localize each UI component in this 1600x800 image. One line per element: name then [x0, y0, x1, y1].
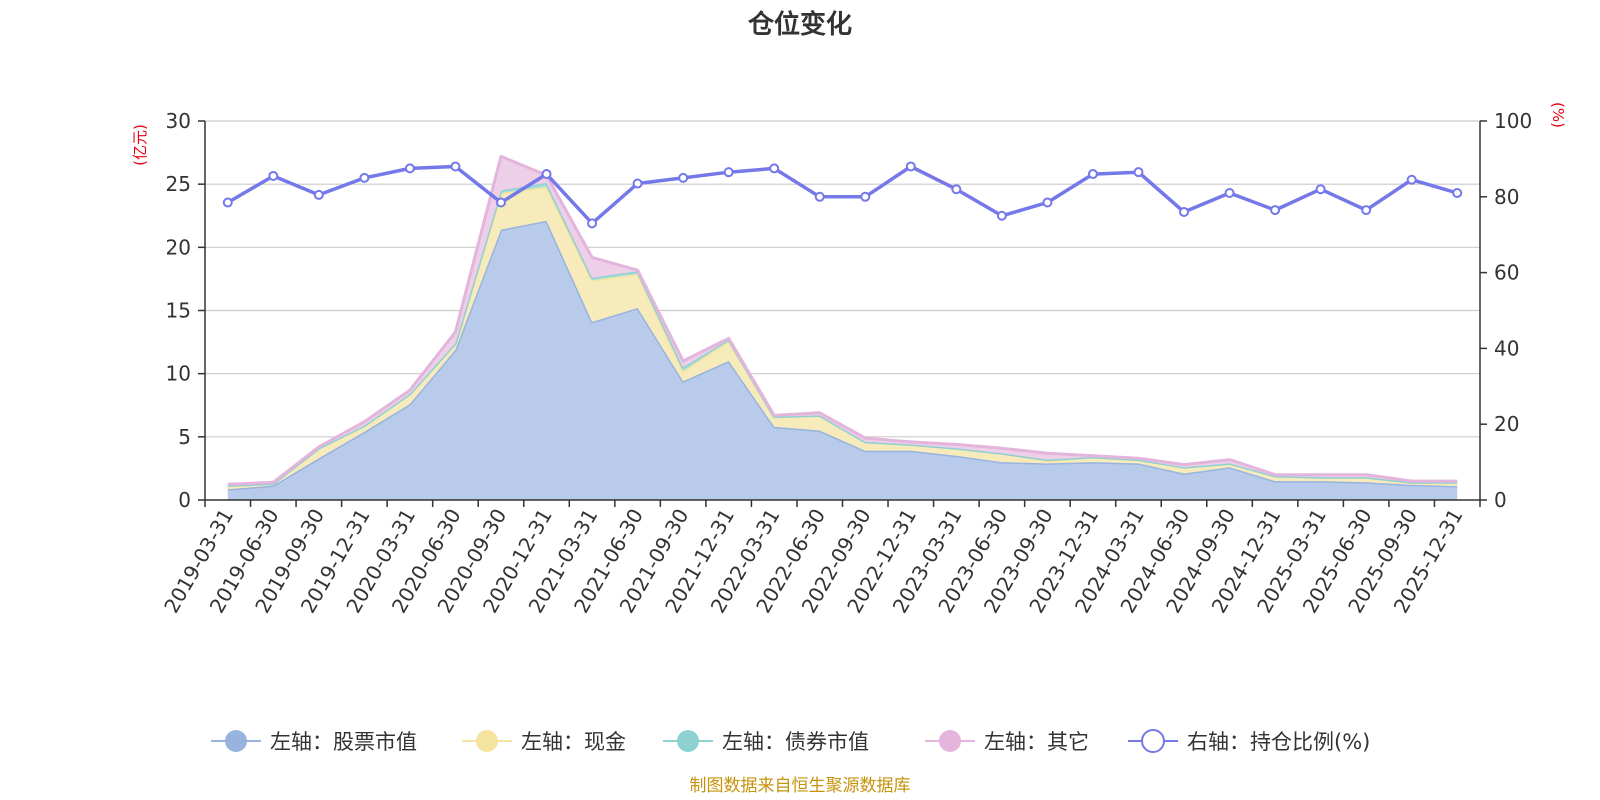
right-tick-label-5: 100 — [1494, 109, 1532, 133]
left-tick-label-6: 30 — [166, 109, 191, 133]
left-tick-label-5: 25 — [166, 172, 191, 196]
left-tick-label-4: 20 — [166, 235, 191, 259]
ratio-point-6 — [495, 197, 506, 208]
legend-label-0: 左轴：股票市值 — [270, 730, 417, 754]
legend-marker-icon-3 — [939, 730, 961, 752]
ratio-point-0 — [222, 197, 233, 208]
legend-item-4[interactable]: 右轴：持仓比例(%) — [1128, 729, 1370, 754]
legend-label-4: 右轴：持仓比例(%) — [1187, 730, 1370, 754]
area-fill-series-0 — [227, 220, 1458, 501]
grid-lines — [205, 120, 1480, 438]
ratio-point-19 — [1087, 169, 1098, 180]
right-tick-label-1: 20 — [1494, 412, 1519, 436]
legend-label-3: 左轴：其它 — [984, 730, 1089, 754]
ratio-point-4 — [404, 163, 415, 174]
left-axis-unit: (亿元) — [131, 124, 149, 166]
ratio-point-16 — [951, 184, 962, 195]
right-axis-unit: (%) — [1549, 102, 1567, 128]
ratio-point-12 — [769, 163, 780, 174]
ratio-point-22 — [1224, 188, 1235, 199]
legend-marker-icon-1 — [476, 730, 498, 752]
left-tick-label-2: 10 — [166, 362, 191, 386]
ratio-point-1 — [268, 170, 279, 181]
legend-item-1[interactable]: 左轴：现金 — [462, 730, 626, 754]
legend-item-2[interactable]: 左轴：债券市值 — [663, 730, 869, 754]
right-tick-label-0: 0 — [1494, 488, 1507, 512]
right-tick-label-4: 80 — [1494, 185, 1519, 209]
area-line-series-3 — [227, 154, 1458, 486]
ratio-point-27 — [1452, 188, 1463, 199]
ratio-point-7 — [541, 169, 552, 180]
legend-marker-icon-0 — [225, 730, 247, 752]
legend-item-3[interactable]: 左轴：其它 — [925, 730, 1089, 754]
axes: 0510152025300204060801002019-03-312019-0… — [159, 109, 1532, 617]
ratio-point-17 — [996, 210, 1007, 221]
left-tick-label-0: 0 — [178, 488, 191, 512]
ratio-point-10 — [678, 172, 689, 183]
right-tick-label-2: 40 — [1494, 336, 1519, 360]
legend-item-0[interactable]: 左轴：股票市值 — [211, 730, 417, 754]
ratio-point-20 — [1133, 167, 1144, 178]
ratio-point-3 — [359, 172, 370, 183]
stacked-areas — [227, 154, 1458, 501]
left-tick-label-3: 15 — [166, 299, 191, 323]
ratio-point-14 — [860, 191, 871, 202]
legend-marker-icon-4 — [1141, 729, 1165, 753]
ratio-point-25 — [1361, 205, 1372, 216]
ratio-point-5 — [450, 161, 461, 172]
source-note: 制图数据来自恒生聚源数据库 — [690, 776, 911, 796]
ratio-point-21 — [1179, 206, 1190, 217]
ratio-point-9 — [632, 178, 643, 189]
position-ratio-line — [222, 161, 1463, 229]
legend[interactable]: 左轴：股票市值 左轴：现金 左轴：债券市值 左轴：其它 右轴：持仓比例(%) — [211, 729, 1370, 754]
ratio-point-23 — [1270, 205, 1281, 216]
legend-label-2: 左轴：债券市值 — [722, 730, 869, 754]
ratio-point-24 — [1315, 184, 1326, 195]
ratio-point-13 — [814, 191, 825, 202]
left-tick-label-1: 5 — [178, 425, 191, 449]
legend-label-1: 左轴：现金 — [521, 730, 626, 754]
ratio-point-26 — [1406, 174, 1417, 185]
ratio-line-path — [226, 164, 1458, 226]
ratio-point-11 — [723, 167, 734, 178]
right-tick-label-3: 60 — [1494, 261, 1519, 285]
ratio-point-18 — [1042, 197, 1053, 208]
ratio-point-15 — [905, 161, 916, 172]
ratio-point-2 — [313, 189, 324, 200]
legend-marker-icon-2 — [677, 730, 699, 752]
chart-title: 仓位变化 — [747, 9, 852, 40]
ratio-point-8 — [587, 218, 598, 229]
